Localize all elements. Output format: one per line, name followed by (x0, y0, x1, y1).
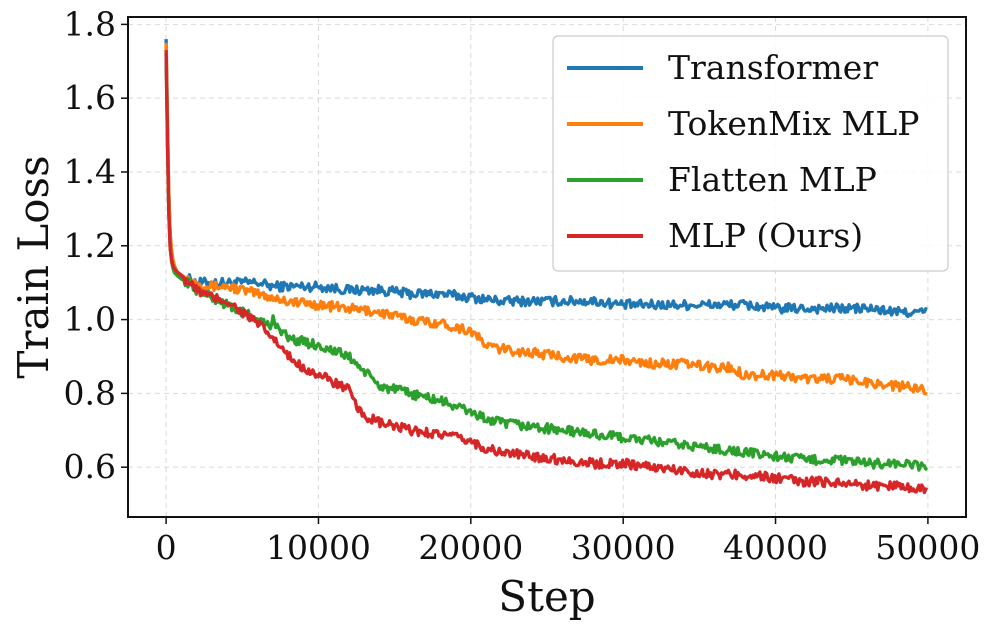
x-axis-label: Step (498, 572, 595, 621)
legend-label: Transformer (668, 48, 878, 87)
plot-frame (127, 16, 967, 518)
legend-box (552, 35, 949, 272)
series-lines (164, 39, 929, 495)
y-tick-label: 1.6 (64, 78, 116, 117)
series-line-0 (164, 39, 928, 319)
legend-label: Flatten MLP (668, 160, 877, 199)
series-line-3 (164, 50, 929, 495)
y-tick-label: 1.8 (64, 4, 116, 43)
y-tick-label: 0.6 (64, 447, 116, 486)
series-line-1 (164, 42, 928, 396)
x-tick-label: 30000 (571, 528, 676, 567)
x-tick-label: 40000 (723, 528, 828, 567)
series-line-2 (164, 53, 929, 472)
y-tick-label: 1.2 (64, 226, 116, 265)
legend-label: TokenMix MLP (668, 104, 919, 143)
x-tick-label: 20000 (418, 528, 523, 567)
legend: Transformer TokenMix MLP Flatten MLP MLP (O… (552, 35, 949, 272)
y-tick-label: 1.0 (64, 300, 116, 339)
y-tick-label: 0.8 (64, 373, 116, 412)
legend-label: MLP (Ours) (668, 216, 863, 255)
x-tick-label: 10000 (266, 528, 371, 567)
x-tick-label: 0 (156, 528, 177, 567)
y-axis-label: Train Loss (9, 155, 58, 378)
x-tick-label: 50000 (875, 528, 980, 567)
axis-ticks: 0 10000 20000 30000 40000 50000 0.6 0.8 1.0 1.2 1.… (64, 4, 981, 567)
y-tick-label: 1.4 (64, 152, 116, 191)
